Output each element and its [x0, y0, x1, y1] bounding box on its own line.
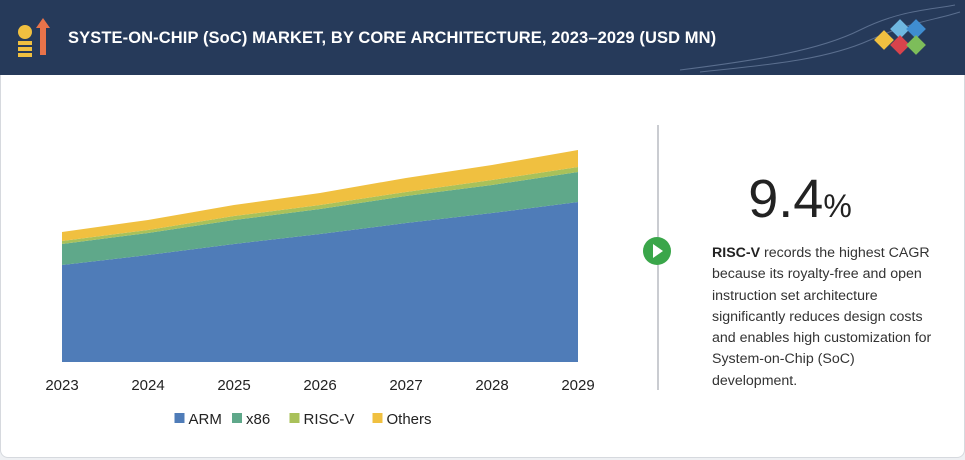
- play-icon: [643, 237, 671, 265]
- highlight-unit: %: [823, 188, 852, 224]
- header-icon: [18, 18, 50, 57]
- x-tick-label: 2027: [389, 377, 422, 394]
- description-text: records the highest CAGR because its roy…: [712, 245, 932, 389]
- x-tick-label: 2029: [561, 377, 594, 394]
- highlight-value: 9.4: [748, 169, 824, 229]
- area: [62, 167, 578, 244]
- legend-label: RISC-V: [304, 411, 355, 428]
- area: [62, 202, 578, 362]
- legend-swatch: [174, 413, 185, 423]
- description-term: RISC-V: [712, 245, 761, 261]
- header: SYSTE-ON-CHIP (SoC) MARKET, BY CORE ARCH…: [0, 0, 965, 75]
- title: SYSTE-ON-CHIP (SoC) MARKET, BY CORE ARCH…: [68, 29, 717, 47]
- legend-label: x86: [246, 411, 270, 428]
- x-tick-label: 2028: [475, 377, 508, 394]
- legend-swatch: [232, 413, 242, 423]
- description: RISC-V records the highest CAGR because …: [712, 243, 934, 392]
- legend-swatch: [289, 413, 300, 423]
- legend-swatch: [372, 413, 383, 423]
- area: [62, 150, 578, 241]
- legend-label: Others: [387, 411, 432, 428]
- x-tick-label: 2023: [45, 377, 78, 394]
- area: [62, 172, 578, 265]
- legend-label: ARM: [189, 411, 222, 428]
- x-tick-label: 2024: [131, 377, 164, 394]
- x-tick-label: 2025: [217, 377, 250, 394]
- x-tick-label: 2026: [303, 377, 336, 394]
- highlight: 9.4%: [700, 168, 900, 230]
- header-decor: [18, 4, 961, 73]
